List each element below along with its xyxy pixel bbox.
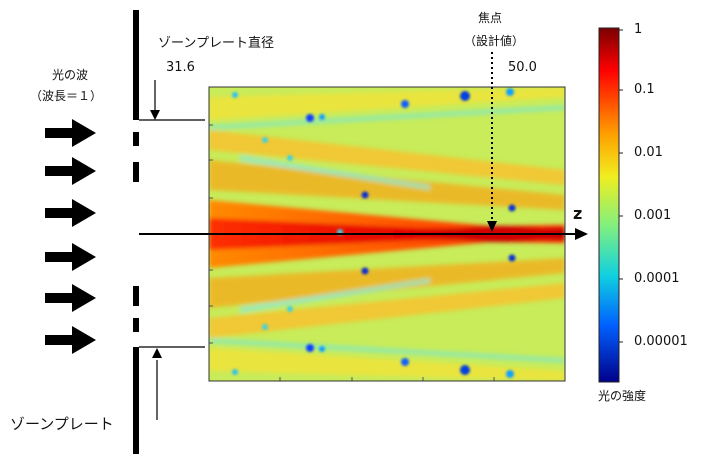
wave-arrow [45, 119, 96, 147]
light-wave-label: 光の波 [52, 68, 89, 82]
wave-arrow [45, 243, 96, 271]
wavelength-label: （波長＝１） [30, 89, 103, 103]
colorbar-tick-0.0001: 0.0001 [634, 271, 680, 286]
wave-arrow [45, 326, 96, 354]
focal-value: 50.0 [508, 60, 537, 75]
colorbar-tick-0.01: 0.01 [634, 145, 663, 160]
diameter-indicator [139, 80, 205, 420]
light-intensity-label: 光の強度 [598, 389, 647, 403]
wave-arrow [45, 157, 96, 185]
zone-plate-label: ゾーンプレート [10, 415, 114, 433]
colorbar-ticks [619, 29, 623, 343]
wave-arrow [45, 284, 96, 312]
colorbar-tick-0.001: 0.001 [634, 208, 672, 223]
focus-indicator [487, 52, 497, 232]
zone-plate-diameter-label: ゾーンプレート直径 [158, 36, 274, 51]
colorbar-tick-0.00001: 0.00001 [634, 334, 688, 349]
design-value-label: （設計値） [464, 34, 525, 48]
light-wave-arrows [45, 119, 96, 354]
z-axis-arrow [139, 228, 588, 240]
z-axis-label: z [573, 204, 583, 223]
colorbar-tick-0.1: 0.1 [634, 82, 655, 97]
zone-plate [133, 10, 139, 454]
colorbar-tick-1: 1 [634, 22, 643, 37]
diameter-value: 31.6 [166, 60, 195, 75]
colorbar [598, 27, 620, 383]
wave-arrow [45, 199, 96, 227]
focal-point-label: 焦点 [478, 11, 503, 25]
